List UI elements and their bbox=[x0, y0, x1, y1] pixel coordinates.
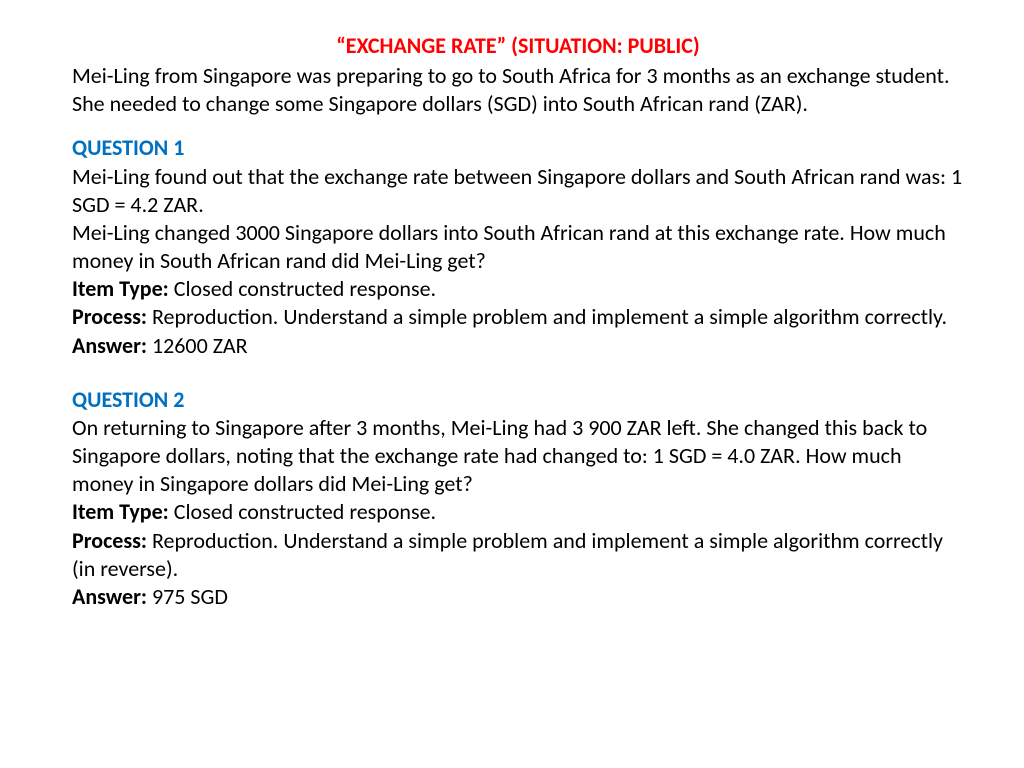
slide-title: “EXCHANGE RATE” (SITUATION: PUBLIC) bbox=[72, 32, 964, 60]
question-1-item-type: Item Type: Closed constructed response. bbox=[72, 275, 964, 303]
question-1-block: QUESTION 1 Mei-Ling found out that the e… bbox=[72, 134, 964, 359]
question-2-answer: Answer: 975 SGD bbox=[72, 583, 964, 611]
process-label: Process: bbox=[72, 303, 147, 330]
question-2-block: QUESTION 2 On returning to Singapore aft… bbox=[72, 386, 964, 611]
process-value: Reproduction. Understand a simple proble… bbox=[72, 527, 943, 582]
question-1-body-line-2: Mei-Ling changed 3000 Singapore dollars … bbox=[72, 219, 964, 275]
question-1-answer: Answer: 12600 ZAR bbox=[72, 332, 964, 360]
question-2-process: Process: Reproduction. Understand a simp… bbox=[72, 527, 964, 583]
question-1-body-line-1: Mei-Ling found out that the exchange rat… bbox=[72, 163, 964, 219]
process-label: Process: bbox=[72, 527, 147, 554]
item-type-value: Closed constructed response. bbox=[169, 275, 436, 302]
question-1-header: QUESTION 1 bbox=[72, 134, 964, 162]
answer-value: 12600 ZAR bbox=[147, 332, 248, 359]
question-2-item-type: Item Type: Closed constructed response. bbox=[72, 498, 964, 526]
question-2-body-line-1: On returning to Singapore after 3 months… bbox=[72, 414, 964, 498]
item-type-label: Item Type: bbox=[72, 275, 169, 302]
item-type-value: Closed constructed response. bbox=[169, 498, 436, 525]
process-value: Reproduction. Understand a simple proble… bbox=[147, 303, 947, 330]
answer-label: Answer: bbox=[72, 583, 147, 610]
intro-paragraph: Mei-Ling from Singapore was preparing to… bbox=[72, 62, 964, 118]
answer-value: 975 SGD bbox=[147, 583, 228, 610]
item-type-label: Item Type: bbox=[72, 498, 169, 525]
question-1-process: Process: Reproduction. Understand a simp… bbox=[72, 303, 964, 331]
question-2-header: QUESTION 2 bbox=[72, 386, 964, 414]
answer-label: Answer: bbox=[72, 332, 147, 359]
